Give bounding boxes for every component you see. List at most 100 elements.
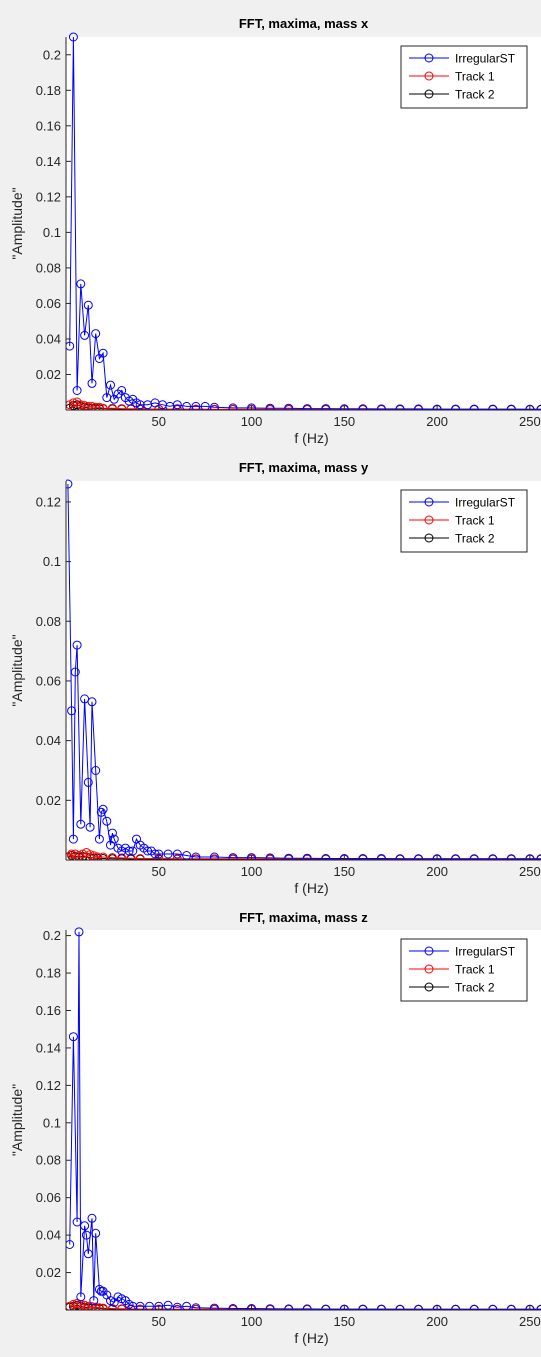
data-point [191, 852, 201, 860]
data-point [98, 403, 108, 410]
y-tick-label: 0.2 [43, 928, 61, 943]
data-point [488, 404, 498, 410]
data-point [87, 1213, 97, 1223]
data-point [102, 816, 112, 826]
data-point [98, 804, 108, 814]
legend: IrregularST Track 1 Track 2 [400, 938, 528, 1002]
data-point [107, 403, 117, 410]
data-point [91, 1302, 101, 1310]
y-tick-label: 0.1 [43, 554, 61, 569]
data-point [68, 1032, 78, 1042]
y-tick-label: 0.18 [36, 83, 61, 98]
data-point [80, 330, 90, 340]
data-point [107, 828, 117, 838]
data-point [72, 386, 82, 395]
data-point [536, 404, 541, 410]
y-tick-label: 0.06 [36, 296, 61, 311]
legend-entry: IrregularST [455, 52, 516, 66]
data-point [98, 852, 108, 860]
data-point [358, 404, 368, 410]
data-point [67, 706, 77, 716]
x-tick-label: 50 [152, 1314, 166, 1329]
data-point [107, 853, 117, 860]
data-point [536, 854, 541, 860]
legend-swatch-marker [424, 533, 434, 543]
data-point [172, 854, 182, 860]
data-point [395, 854, 405, 860]
series-irregularst [66, 927, 541, 1310]
legend-entry: Track 2 [455, 532, 495, 546]
data-point [451, 1304, 461, 1310]
data-point [81, 1230, 91, 1240]
data-point [488, 1304, 498, 1310]
data-point [284, 1304, 294, 1310]
legend-entry: Track 1 [455, 514, 495, 528]
data-point [451, 854, 461, 860]
data-point [83, 300, 93, 310]
data-point [145, 1301, 154, 1310]
y-tick-label: 0.04 [36, 1228, 61, 1243]
data-point [87, 378, 97, 388]
legend-box [400, 938, 528, 1002]
data-point [265, 853, 275, 860]
legend-entry: Track 1 [455, 963, 495, 977]
legend-swatch-marker [424, 71, 434, 81]
data-point [200, 401, 210, 410]
data-point [265, 1304, 275, 1310]
data-point [228, 403, 238, 410]
data-point [109, 834, 119, 844]
data-point [68, 1299, 78, 1309]
y-tick-label: 0.02 [36, 793, 61, 808]
chart-title: FFT, maxima, mass x [239, 16, 369, 31]
data-point [191, 401, 201, 410]
series-line [69, 36, 541, 410]
data-point [80, 1221, 90, 1231]
data-point [525, 854, 535, 860]
y-tick-label: 0.2 [43, 47, 61, 62]
x-tick-label: 250 [519, 1314, 541, 1329]
data-point [85, 822, 95, 832]
data-point [91, 402, 101, 410]
x-tick-label: 150 [333, 414, 355, 429]
data-point [89, 1296, 99, 1306]
data-point [117, 386, 127, 395]
data-point [143, 846, 153, 856]
data-point [135, 1301, 145, 1310]
data-point [358, 1304, 368, 1310]
data-point [66, 1240, 75, 1249]
y-tick-label: 0.12 [36, 189, 61, 204]
data-point [432, 854, 442, 860]
data-point [72, 640, 82, 650]
y-tick-label: 0.18 [36, 966, 61, 981]
chart-panel-3: 50 100 150 200 250 0.02 0.04 0.06 0.08 0.1 0.12 0.1… [9, 910, 541, 1346]
series-irregularst [66, 32, 541, 410]
data-point [70, 667, 80, 677]
data-point [302, 1304, 312, 1310]
chart-title: FFT, maxima, mass z [239, 910, 368, 925]
data-point [172, 1304, 182, 1310]
y-tick-label: 0.08 [36, 1153, 61, 1168]
data-point [395, 1304, 405, 1310]
data-point [506, 404, 516, 410]
data-point [284, 403, 294, 410]
chart-panel-1: 50 100 150 200 250 0.02 0.04 0.06 0.08 0.1 0.12 0.1… [9, 16, 541, 446]
y-axis-label: "Amplitude" [9, 634, 25, 706]
data-point [469, 854, 479, 860]
x-tick-label: 200 [426, 1314, 448, 1329]
y-axis-label: "Amplitude" [9, 1084, 25, 1156]
x-tick-label: 250 [519, 414, 541, 429]
data-point [506, 1304, 516, 1310]
y-tick-label: 0.06 [36, 673, 61, 688]
data-point [209, 1303, 219, 1310]
chart-panel-2: 50 100 150 200 250 0.02 0.04 0.06 0.08 0.1 0.12 FFT… [9, 460, 541, 896]
data-point [247, 403, 256, 410]
data-point [191, 404, 201, 410]
y-tick-label: 0.14 [36, 1040, 61, 1055]
data-point [98, 1303, 108, 1310]
data-point [91, 766, 101, 775]
x-tick-label: 100 [241, 414, 263, 429]
series-irregularst [66, 479, 541, 860]
legend-swatch-marker [424, 497, 434, 507]
x-tick-label: 50 [152, 864, 166, 879]
